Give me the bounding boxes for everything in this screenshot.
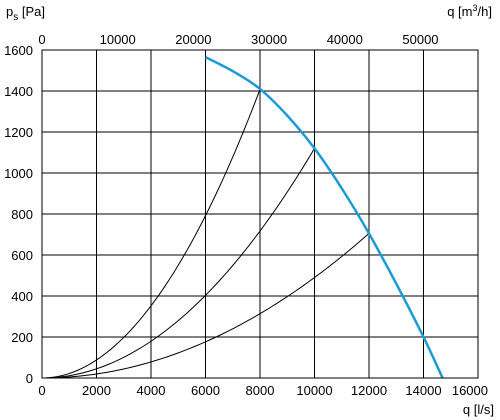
y-tick-label: 1600 [4,43,33,58]
x-tick-label: 0 [38,383,45,398]
grid [42,50,478,378]
y-tick-label: 1400 [4,84,33,99]
x-tick-label: 16000 [452,383,488,398]
x-tick-label: 10000 [296,383,332,398]
y-tick-label: 1200 [4,125,33,140]
y-tick-label: 200 [11,330,33,345]
top-tick-labels: 0 10000 20000 30000 40000 50000 [38,32,438,47]
x-tick-label: 6000 [191,383,220,398]
y-tick-label: 800 [11,207,33,222]
x-tick-label: 14000 [405,383,441,398]
y-axis-label: ps [Pa] [6,4,45,23]
x-tick-label: 4000 [137,383,166,398]
top-tick-label: 30000 [251,32,287,47]
x-tick-label: 2000 [82,383,111,398]
fan-curve [204,56,444,379]
bottom-tick-labels: 0 2000 4000 6000 8000 10000 12000 14000 16000 [38,383,488,398]
x-axis-label: q [l/s] [463,402,494,417]
system-curve [41,148,315,379]
top-tick-label: 10000 [100,32,136,47]
system-curve [41,232,370,379]
top-axis-label: q [m3/h] [447,3,492,19]
x-tick-label: 12000 [351,383,387,398]
plot-frame [41,49,479,379]
system-curve [41,89,261,379]
top-tick-label: 20000 [175,32,211,47]
left-tick-labels: 0 200 400 600 800 1000 1200 1400 1600 [4,43,33,386]
x-tick-label: 8000 [246,383,275,398]
y-tick-label: 0 [26,371,33,386]
top-tick-label: 50000 [402,32,438,47]
y-tick-label: 1000 [4,166,33,181]
top-tick-label: 0 [38,32,45,47]
system-curves [41,89,370,379]
fan-curve-group [204,56,444,379]
y-tick-label: 600 [11,248,33,263]
y-tick-label: 400 [11,289,33,304]
top-tick-label: 40000 [327,32,363,47]
